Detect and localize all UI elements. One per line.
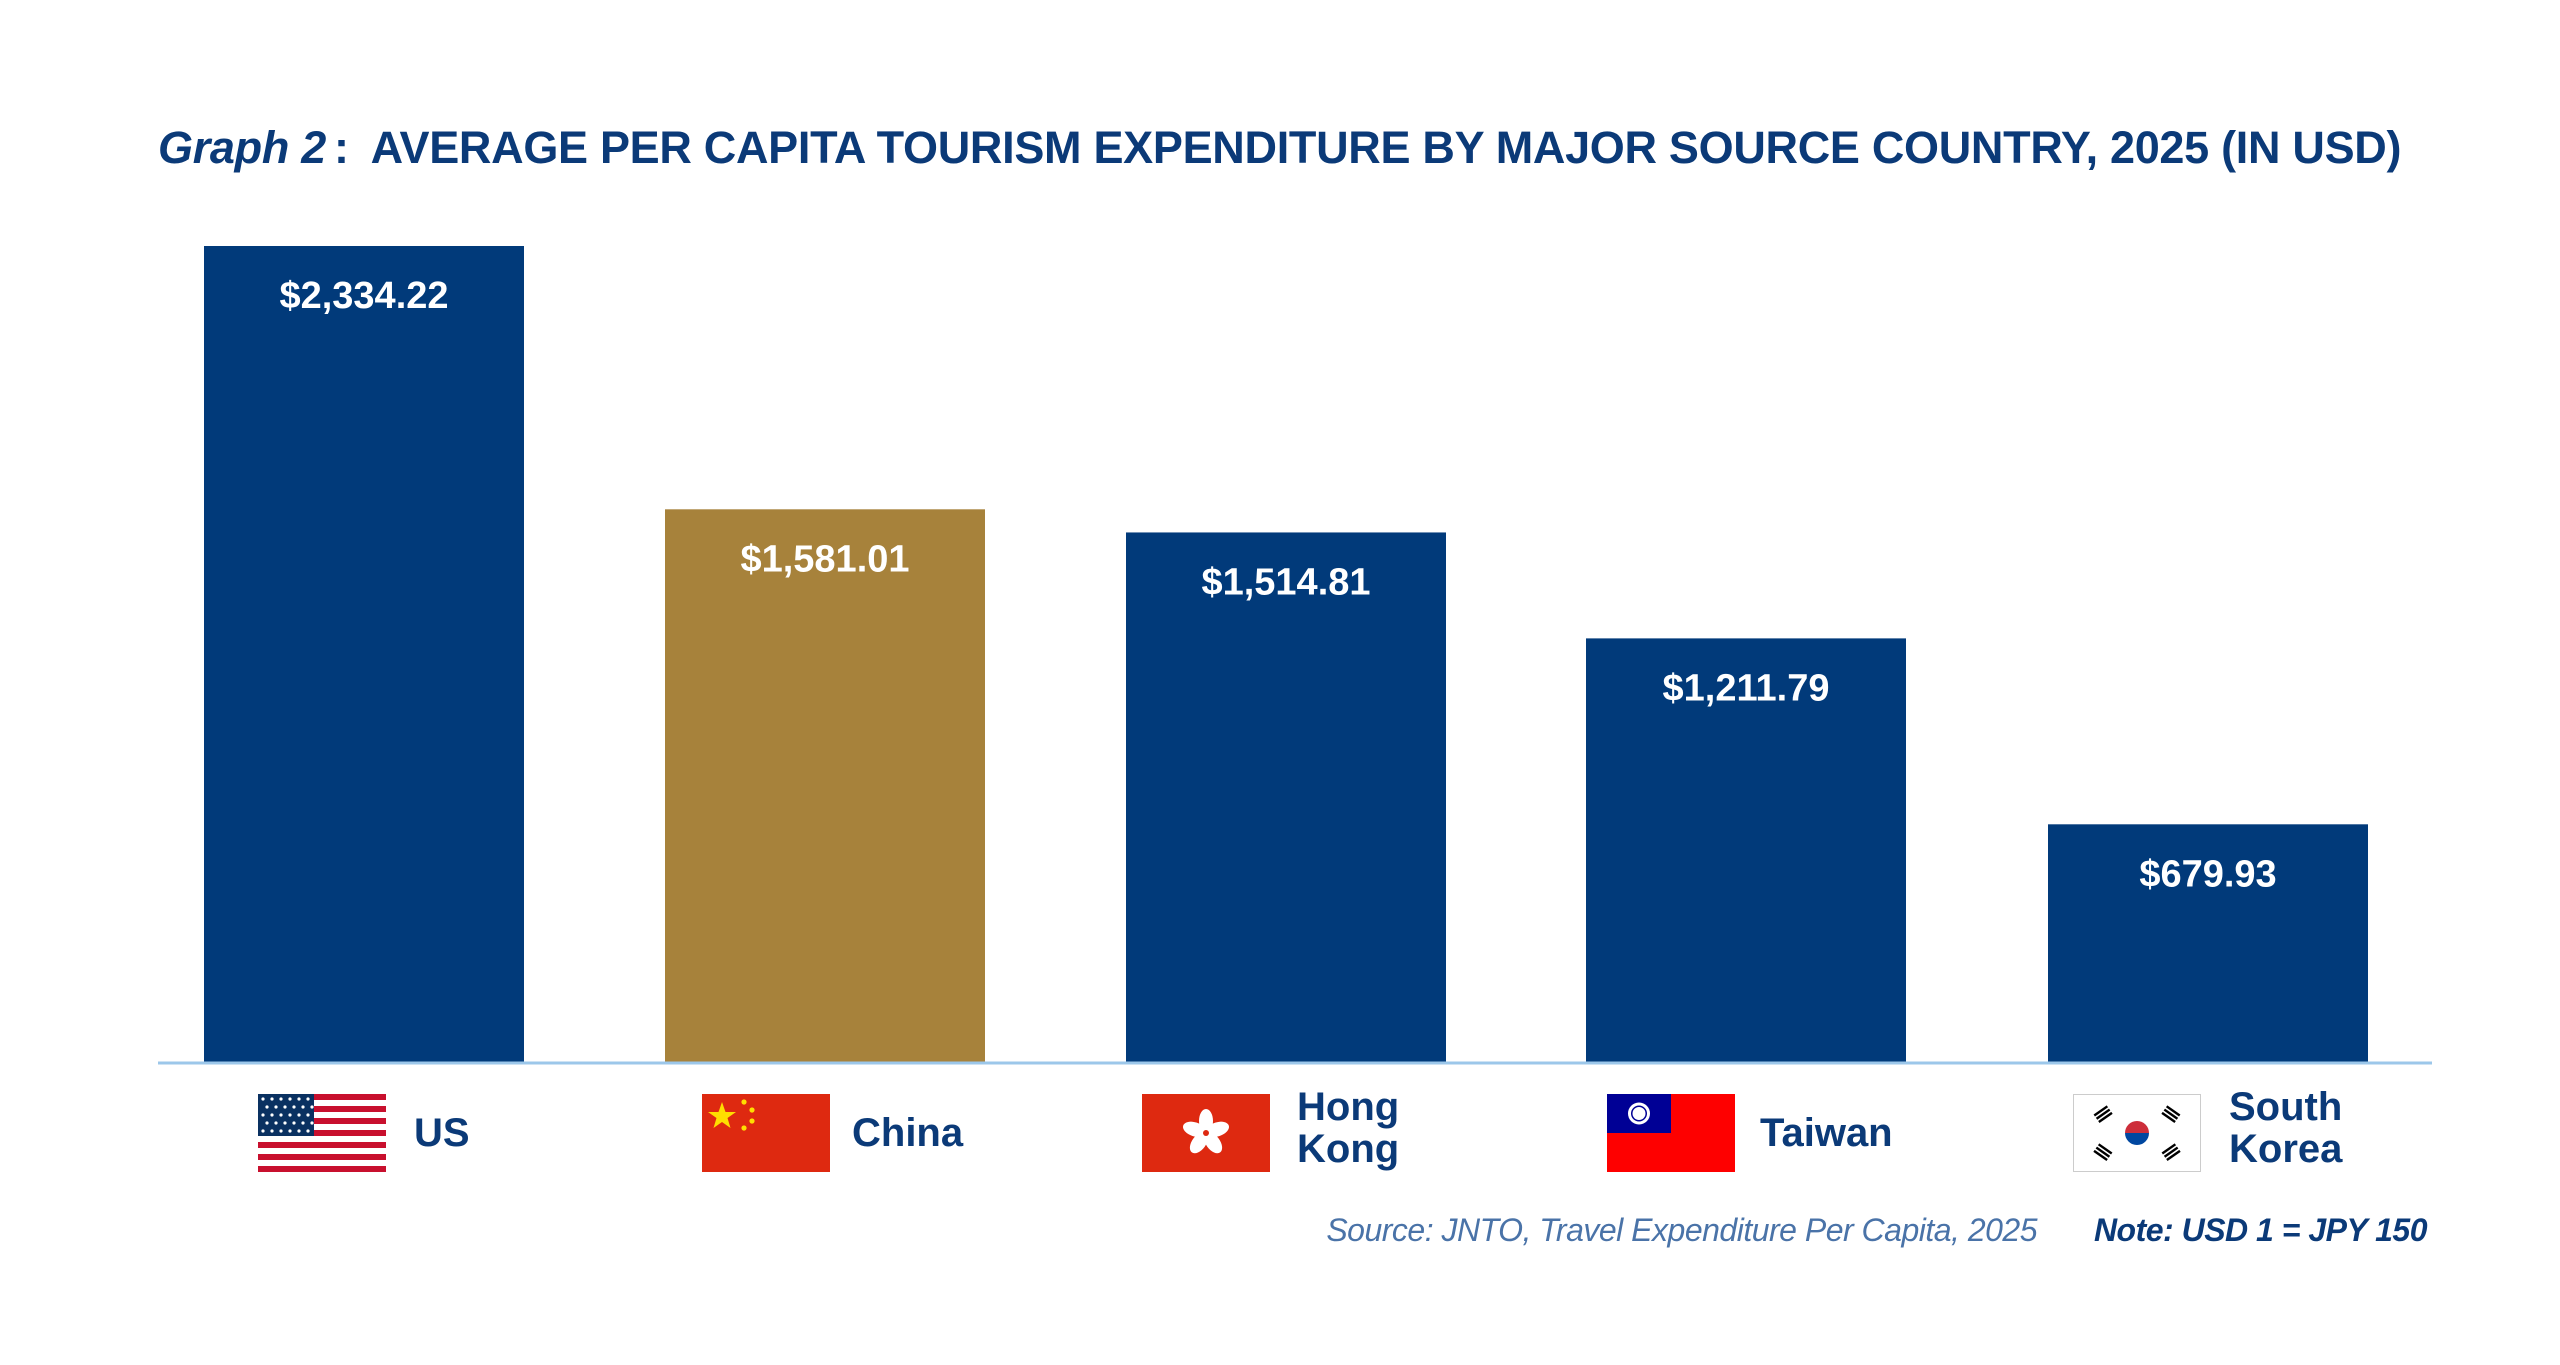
tick-label: Taiwan: [1760, 1111, 1893, 1155]
hong-kong-flag-icon: [1142, 1094, 1270, 1177]
chart-title-separator: :: [333, 122, 349, 173]
tick-label: US: [414, 1111, 470, 1155]
tick-label: South Korea: [2229, 1085, 2343, 1171]
us-flag-icon: [258, 1094, 386, 1177]
data-label: $1,514.81: [1201, 561, 1370, 603]
data-label: $1,211.79: [1663, 667, 1830, 709]
bar-south-korea: [2048, 824, 2368, 1062]
south-korea-flag-icon: [2073, 1094, 2201, 1177]
data-label: $679.93: [2139, 853, 2276, 895]
bar-taiwan: [1586, 638, 1906, 1062]
bar-hong-kong: [1126, 532, 1446, 1062]
bar-us: [204, 246, 524, 1062]
tick-label: Hong Kong: [1297, 1085, 1400, 1171]
chart-title-text: AVERAGE PER CAPITA TOURISM EXPENDITURE B…: [370, 122, 2402, 173]
taiwan-flag-icon: [1607, 1094, 1735, 1177]
data-label: $1,581.01: [740, 538, 909, 580]
source-note: Source: JNTO, Travel Expenditure Per Cap…: [1326, 1212, 2037, 1248]
chart-title-prefix: Graph 2: [158, 122, 326, 173]
china-flag-icon: [702, 1094, 830, 1177]
currency-note: Note: USD 1 = JPY 150: [2093, 1212, 2428, 1248]
data-label: $2,334.22: [279, 275, 448, 317]
tick-label: China: [852, 1111, 964, 1155]
bar-china: [665, 509, 985, 1062]
chart-title: Graph 2: AVERAGE PER CAPITA TOURISM EXPEN…: [158, 122, 2401, 192]
